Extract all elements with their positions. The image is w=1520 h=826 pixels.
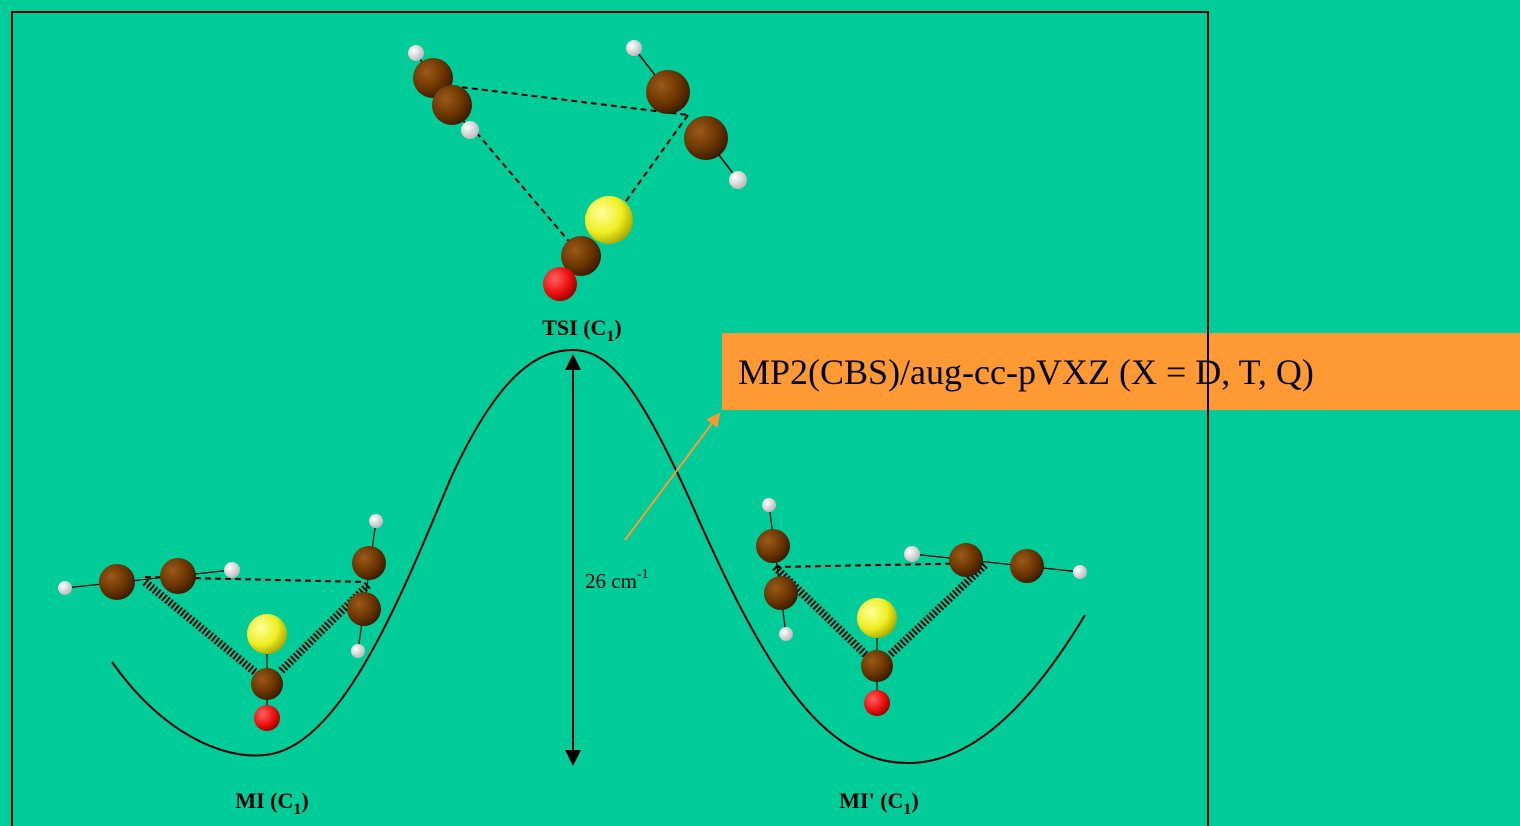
molecule-tsi [408, 40, 747, 301]
state-label: MI' (C1) [839, 788, 918, 818]
state-label: MI (C1) [235, 788, 308, 818]
subscript: 1 [293, 801, 301, 818]
subscript: 1 [903, 801, 911, 818]
label-text: TSI (C [542, 315, 606, 340]
molecule-mi [58, 514, 386, 731]
method-arrow [625, 418, 716, 540]
frame [12, 12, 1208, 826]
label-text: ) [911, 788, 918, 813]
label-text: MI (C [235, 788, 293, 813]
label-text: ) [614, 315, 621, 340]
page: TSI (C1) MI (C1) MI' (C1) 26 cm-1 MP2(CB… [0, 0, 1520, 826]
barrier-text: 26 cm [585, 569, 637, 593]
diagram: TSI (C1) MI (C1) MI' (C1) 26 cm-1 MP2(CB… [0, 0, 1520, 826]
barrier-label: 26 cm-1 [585, 567, 649, 593]
label-text: ) [301, 788, 308, 813]
method-text: MP2(CBS)/aug-cc-pVXZ (X = D, T, Q) [738, 352, 1314, 392]
superscript: -1 [637, 567, 649, 582]
label-text: MI' (C [839, 788, 903, 813]
state-label: TSI (C1) [542, 315, 622, 345]
subscript: 1 [606, 328, 614, 345]
